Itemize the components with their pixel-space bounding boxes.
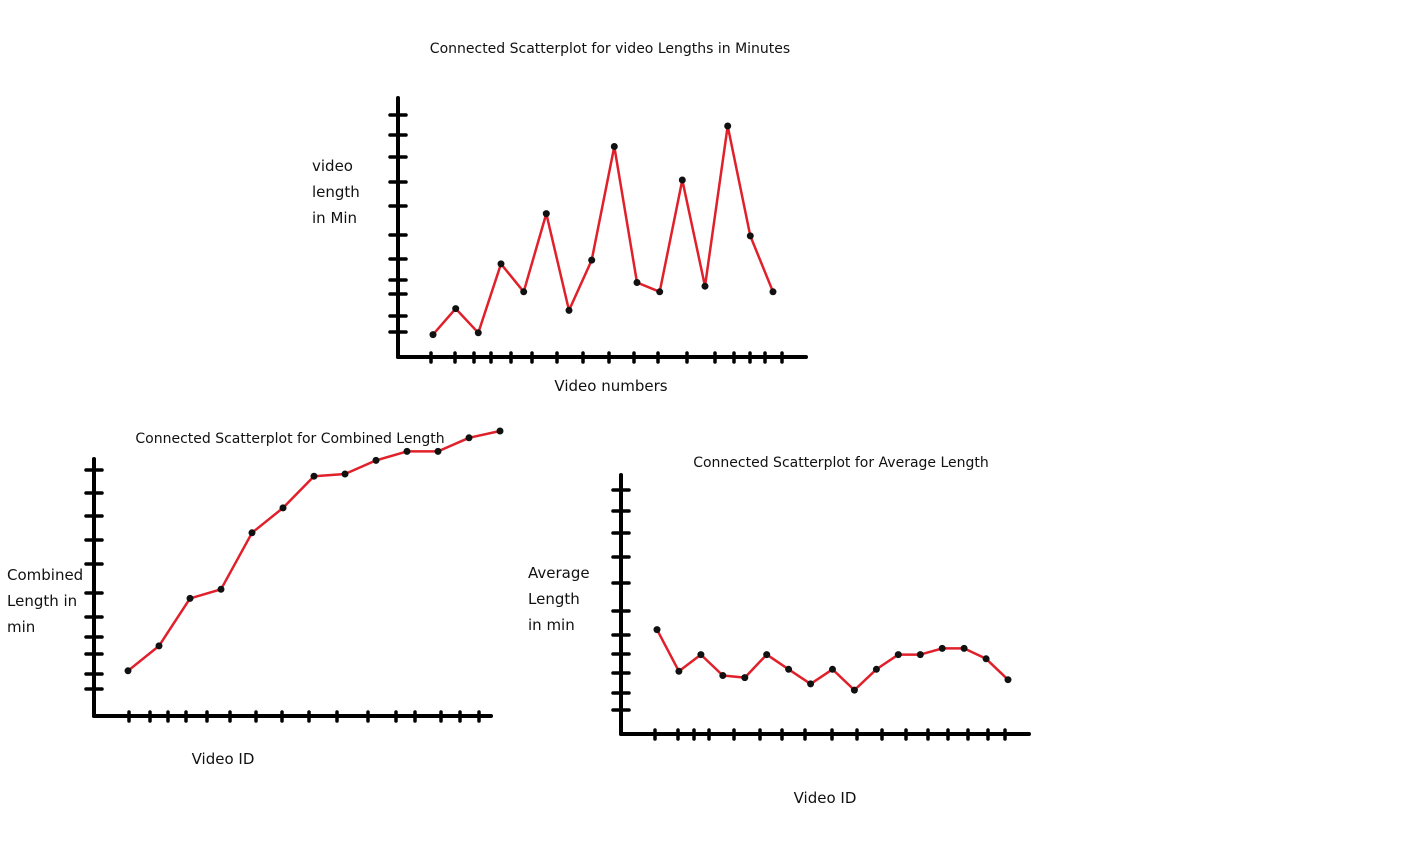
data-point: [960, 644, 968, 652]
data-point: [155, 642, 163, 650]
y-axis-label-line-2: Length: [528, 590, 580, 608]
y-axis-label-line-2: length: [312, 183, 360, 201]
data-point: [653, 626, 661, 634]
data-point: [675, 667, 683, 675]
data-point: [807, 680, 815, 688]
data-point: [310, 472, 318, 480]
chart-combined-length: Connected Scatterplot for Combined Lengt…: [7, 427, 504, 768]
data-point: [429, 331, 437, 339]
data-point: [872, 665, 880, 673]
data-point: [474, 329, 482, 337]
data-point: [678, 176, 686, 184]
data-point: [724, 122, 732, 130]
y-axis-label-line-1: Average: [528, 564, 590, 582]
plot-area: [388, 96, 808, 364]
data-point: [656, 288, 664, 296]
chart-title: Connected Scatterplot for video Lengths …: [430, 41, 790, 57]
data-point: [785, 665, 793, 673]
data-point: [372, 456, 380, 464]
data-point: [497, 260, 505, 268]
data-point: [403, 447, 411, 455]
chart-video-lengths: Connected Scatterplot for video Lengths …: [312, 41, 808, 395]
data-point: [434, 447, 442, 455]
data-point: [719, 672, 727, 679]
data-point: [248, 529, 256, 537]
chart-title: Connected Scatterplot for Combined Lengt…: [135, 431, 444, 447]
x-axis-label: Video numbers: [554, 377, 667, 395]
plot-area: [611, 473, 1031, 741]
data-point: [741, 674, 749, 682]
series-line: [655, 629, 1009, 692]
data-point: [452, 305, 460, 313]
data-point: [217, 585, 225, 593]
chart-average-length: Connected Scatterplot for Average Length…: [528, 455, 1031, 807]
data-point: [1004, 676, 1012, 684]
data-point: [769, 288, 777, 296]
series-line: [127, 429, 501, 672]
data-point: [186, 594, 194, 602]
data-point: [763, 651, 771, 659]
data-point: [701, 282, 709, 290]
data-point: [279, 504, 287, 512]
data-point: [610, 143, 618, 150]
data-point: [465, 434, 473, 442]
data-point: [850, 686, 858, 694]
x-axis-label: Video ID: [794, 789, 857, 807]
data-point: [520, 288, 528, 296]
data-point: [982, 655, 990, 663]
data-point: [341, 470, 349, 478]
data-point: [916, 651, 924, 659]
x-axis-label: Video ID: [192, 750, 255, 768]
y-axis-label-line-2: Length in: [7, 592, 77, 610]
y-axis-label-line-3: in min: [528, 616, 575, 634]
y-axis-label-line-3: in Min: [312, 209, 357, 227]
series-line: [432, 124, 775, 336]
data-point: [588, 256, 596, 264]
data-point: [542, 210, 550, 218]
data-point: [894, 651, 902, 659]
data-point: [565, 306, 573, 314]
data-point: [124, 667, 132, 675]
data-point: [633, 279, 641, 286]
y-axis-label-line-1: video: [312, 157, 353, 175]
chart-title: Connected Scatterplot for Average Length: [693, 455, 989, 471]
data-point: [829, 665, 836, 673]
data-point: [496, 427, 504, 435]
y-axis-label-line-1: Combined: [7, 566, 83, 584]
y-axis-label-line-3: min: [7, 618, 35, 636]
plot-area: [84, 427, 504, 723]
data-point: [938, 644, 946, 652]
data-point: [746, 232, 754, 240]
data-point: [697, 651, 705, 659]
